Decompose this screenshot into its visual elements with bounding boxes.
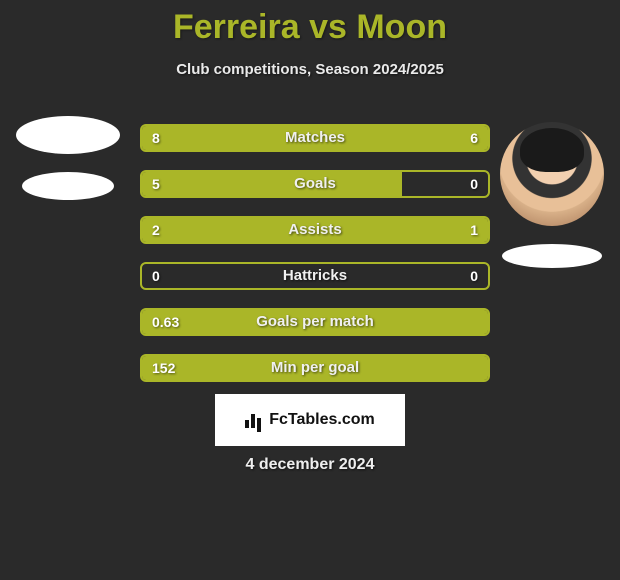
stat-label: Min per goal [142,356,488,380]
comparison-chart: 86Matches 50Goals 21Assists 00Hattricks 0.63… [140,124,490,400]
player-left-club-placeholder [22,172,114,200]
branding-label: FcTables.com [269,411,375,429]
stat-row: 50Goals [140,170,490,198]
player-left-column [8,116,128,200]
stat-row: 152Min per goal [140,354,490,382]
bar-chart-icon [245,412,265,428]
player-right-column [492,122,612,268]
page-title: Ferreira vs Moon [0,0,620,47]
player-right-avatar [500,122,604,226]
stat-label: Hattricks [142,264,488,288]
stat-label: Goals [142,172,488,196]
player-left-avatar-placeholder [16,116,120,154]
subtitle: Club competitions, Season 2024/2025 [0,61,620,78]
footer-date: 4 december 2024 [0,456,620,474]
stat-row: 86Matches [140,124,490,152]
player-right-club-placeholder [502,244,602,268]
stat-row: 21Assists [140,216,490,244]
stat-label: Assists [142,218,488,242]
stat-label: Matches [142,126,488,150]
stat-row: 0.63Goals per match [140,308,490,336]
stat-row: 00Hattricks [140,262,490,290]
stat-label: Goals per match [142,310,488,334]
branding-panel: FcTables.com [215,394,405,446]
